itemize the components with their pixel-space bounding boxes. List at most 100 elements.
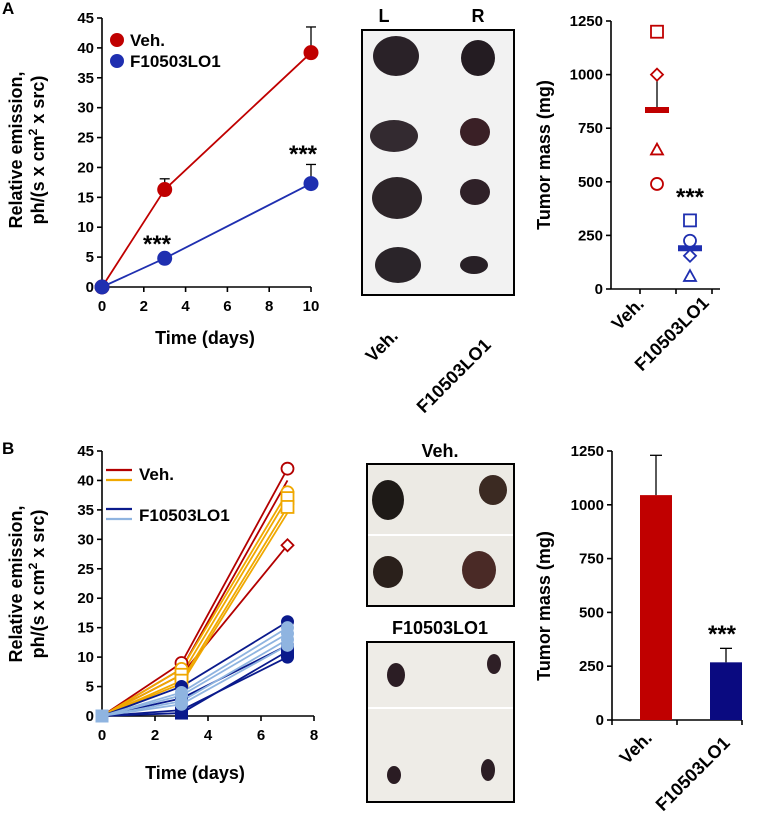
panel-b-mass-significance: ***	[708, 621, 737, 648]
photo-a-label-f10503lo1: F10503LO1	[413, 335, 495, 417]
panel-b-mass-y-tick-label: 250	[579, 658, 604, 675]
panel-b-mass-y-tick-label: 1000	[571, 497, 604, 514]
panel-a-y-tick-label: 15	[77, 189, 94, 206]
panel-b-y-tick-label: 10	[77, 649, 94, 666]
panel-b-data-point	[280, 500, 295, 514]
photo-a-label-veh: Veh.	[362, 326, 402, 366]
tumor-a-left-1	[373, 36, 419, 76]
panel-b-mass-y-tick-label: 500	[579, 604, 604, 621]
panel-a-line-chart: 0 5 10 15 20 25 30 35 40 45 0 2 4 6 8 10 Time (days) Re…	[6, 10, 319, 348]
photo-b-label-f10503lo1: F10503LO1	[392, 618, 488, 638]
panel-a-x-tick-label: 4	[181, 298, 190, 315]
panel-label-b: B	[2, 439, 14, 458]
panel-a-data-point	[303, 176, 319, 192]
panel-a-legend-f10503lo1: F10503LO1	[130, 52, 221, 71]
panel-a-y-tick-label: 45	[77, 10, 94, 27]
panel-a-mass-y-tick-label: 750	[578, 120, 603, 137]
panel-a-y-tick-label: 25	[77, 130, 94, 147]
panel-a-mass-point-triangle	[649, 141, 665, 156]
panel-a-y-tick-label: 35	[77, 70, 94, 87]
panel-a-mass-point-triangle	[682, 268, 698, 282]
photo-a-column-right: R	[472, 6, 485, 26]
panel-b-x-tick-label: 6	[257, 727, 265, 744]
panel-b-x-tick-label: 2	[151, 727, 159, 744]
panel-a-ylabel: Relative emission, ph/(s x cm2 x src)	[6, 71, 48, 228]
tumor-a-left-4	[375, 247, 421, 283]
panel-b-legend-f10503lo1: F10503LO1	[139, 506, 230, 525]
panel-a-mass-y-tick-label: 500	[578, 174, 603, 191]
panel-a-mass-point-diamond	[649, 67, 665, 82]
panel-b-data-point	[280, 537, 295, 553]
panel-a-data-point	[303, 45, 319, 61]
panel-a-mass-ylabel: Tumor mass (mg)	[534, 80, 554, 230]
panel-b-x-tick-label: 4	[204, 727, 213, 744]
tumor-a-right-3	[460, 179, 490, 205]
tumor-a-right-2	[460, 118, 490, 146]
panel-b-y-tick-label: 30	[77, 531, 94, 548]
panel-label-a: A	[2, 0, 14, 18]
panel-b-series-line	[101, 491, 289, 717]
panel-a-ylabel-line2: ph/(s x cm2 x src)	[26, 76, 48, 225]
tumor-b-f-3	[387, 766, 401, 784]
tumor-a-right-4	[460, 256, 488, 274]
panel-b-y-tick-label: 15	[77, 620, 94, 637]
panel-a-mass-point-circle	[683, 233, 697, 248]
panel-b-y-tick-label: 40	[77, 472, 94, 489]
photo-b-label-veh: Veh.	[421, 441, 458, 461]
panel-b-ylabel-line1: Relative emission,	[6, 505, 26, 662]
panel-b-mass-xlabel-veh: Veh.	[616, 728, 656, 768]
panel-b-data-point	[95, 709, 109, 723]
panel-a-ylabel-line1: Relative emission,	[6, 71, 26, 228]
panel-a-data-point	[157, 182, 173, 198]
panel-a-x-tick-label: 2	[140, 298, 148, 315]
panel-a-mass-point-diamond	[682, 248, 698, 264]
panel-a-y-tick-label: 0	[86, 279, 94, 296]
panel-a-mass-y-tick-label: 1000	[570, 67, 603, 84]
panel-a-series-line	[101, 182, 312, 288]
panel-a-legend-veh: Veh.	[130, 31, 165, 50]
panel-a-mass-y-tick-label: 250	[578, 227, 603, 244]
panel-a-xlabel: Time (days)	[155, 328, 255, 348]
panel-b-line-chart: 0 5 10 15 20 25 30 35 40 45 0 2 4 6 8 Time (days) Rela…	[6, 443, 318, 783]
panel-a-mass-significance: ***	[676, 184, 705, 211]
panel-b-y-tick-label: 45	[77, 443, 94, 460]
panel-a-y-tick-label: 30	[77, 100, 94, 117]
panel-b-data-point	[281, 638, 294, 652]
panel-b-mass-bar-f10503lo1	[710, 662, 742, 720]
panel-a-y-tick-label: 10	[77, 219, 94, 236]
tumor-b-f-2	[487, 654, 501, 674]
panel-a-mass-point-circle	[650, 177, 664, 191]
panel-a-x-tick-label: 0	[98, 298, 106, 315]
panel-a-data-point	[157, 250, 173, 266]
panel-b-x-tick-label: 8	[310, 727, 318, 744]
tumor-b-f-1	[387, 663, 405, 687]
tumor-b-veh-1	[372, 480, 404, 520]
photo-a-column-left: L	[379, 6, 390, 26]
panel-b-mass-y-tick-label: 0	[596, 712, 604, 729]
tumor-a-right-1	[461, 40, 495, 76]
tumor-b-veh-4	[462, 551, 496, 589]
panel-b-mass-y-tick-label: 1250	[571, 443, 604, 460]
panel-b-y-tick-label: 0	[86, 708, 94, 725]
panel-b-series-line	[101, 544, 289, 717]
panel-b-mass-bar-veh	[640, 495, 672, 720]
panel-a-significance-day3: ***	[143, 231, 172, 258]
panel-a-y-tick-label: 5	[86, 249, 94, 266]
panel-a-mass-y-tick-label: 1250	[570, 13, 603, 30]
panel-b-y-tick-label: 5	[86, 679, 94, 696]
tumor-b-veh-3	[373, 556, 403, 588]
panel-b-ylabel: Relative emission, ph/(s x cm2 x src)	[6, 505, 48, 662]
panel-b-xlabel: Time (days)	[145, 763, 245, 783]
panel-b-legend-veh: Veh.	[139, 465, 174, 484]
tumor-a-left-3	[372, 177, 422, 219]
panel-b-data-point	[175, 697, 188, 711]
panel-b-y-tick-label: 25	[77, 561, 94, 578]
panel-b-tumor-photo: Veh. F10503LO1	[366, 441, 515, 803]
panel-a-y-tick-label: 20	[77, 159, 94, 176]
panel-a-mass-xlabel-veh: Veh.	[608, 294, 648, 334]
panel-b-y-tick-label: 35	[77, 502, 94, 519]
panel-a-data-point	[94, 279, 110, 295]
panel-a-significance-day10: ***	[289, 141, 318, 168]
